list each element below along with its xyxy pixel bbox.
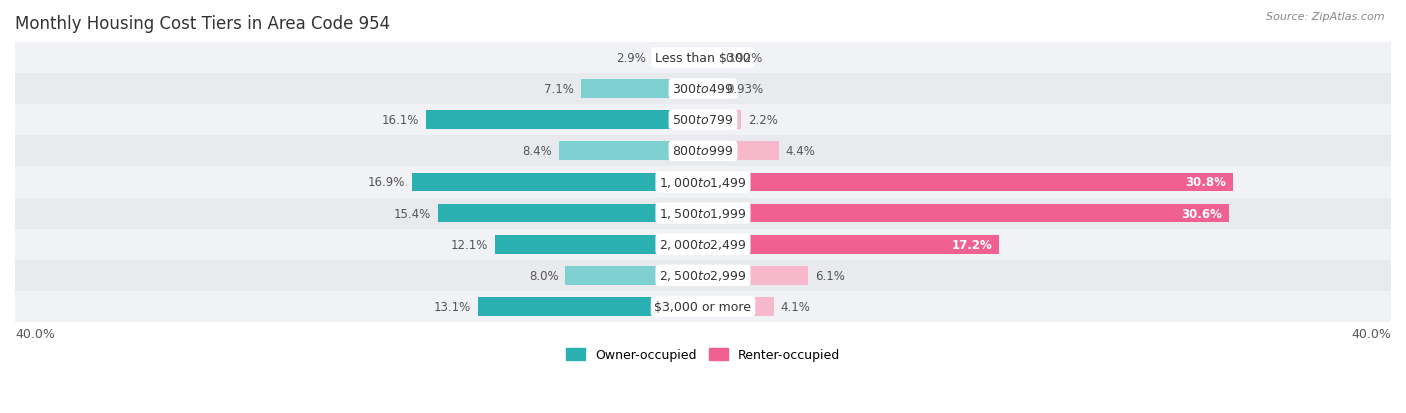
Text: 0.93%: 0.93% xyxy=(725,83,763,96)
Bar xyxy=(495,235,703,254)
Text: $1,500 to $1,999: $1,500 to $1,999 xyxy=(659,206,747,221)
Bar xyxy=(703,297,773,316)
Text: 30.6%: 30.6% xyxy=(1181,207,1222,220)
Bar xyxy=(558,142,703,161)
Bar xyxy=(703,80,718,99)
Text: $300 to $499: $300 to $499 xyxy=(672,83,734,96)
Text: 40.0%: 40.0% xyxy=(1351,327,1391,340)
Text: 2.2%: 2.2% xyxy=(748,114,778,127)
Bar xyxy=(412,173,703,192)
Text: 13.1%: 13.1% xyxy=(433,300,471,313)
Bar xyxy=(703,235,998,254)
Text: $1,000 to $1,499: $1,000 to $1,499 xyxy=(659,176,747,190)
Text: 2.9%: 2.9% xyxy=(616,52,647,65)
Text: Less than $300: Less than $300 xyxy=(655,52,751,65)
Bar xyxy=(703,266,808,285)
Bar xyxy=(15,198,1391,229)
Bar xyxy=(654,49,703,68)
Bar xyxy=(478,297,703,316)
Text: 17.2%: 17.2% xyxy=(952,238,993,251)
Text: $500 to $799: $500 to $799 xyxy=(672,114,734,127)
Bar xyxy=(15,291,1391,322)
Bar xyxy=(581,80,703,99)
Text: 7.1%: 7.1% xyxy=(544,83,574,96)
Text: 8.0%: 8.0% xyxy=(529,269,558,282)
Bar xyxy=(565,266,703,285)
Text: 15.4%: 15.4% xyxy=(394,207,432,220)
Bar xyxy=(703,204,1229,223)
Text: 30.8%: 30.8% xyxy=(1185,176,1226,189)
Bar xyxy=(426,111,703,130)
Bar xyxy=(703,111,741,130)
Legend: Owner-occupied, Renter-occupied: Owner-occupied, Renter-occupied xyxy=(561,343,845,366)
Bar xyxy=(15,136,1391,167)
Bar xyxy=(15,43,1391,74)
Text: 4.1%: 4.1% xyxy=(780,300,810,313)
Text: 4.4%: 4.4% xyxy=(786,145,815,158)
Text: 40.0%: 40.0% xyxy=(15,327,55,340)
Text: 12.1%: 12.1% xyxy=(451,238,488,251)
Text: Source: ZipAtlas.com: Source: ZipAtlas.com xyxy=(1267,12,1385,22)
Bar xyxy=(15,229,1391,260)
Bar xyxy=(15,74,1391,105)
Bar xyxy=(703,49,718,68)
Bar xyxy=(703,173,1233,192)
Text: $2,500 to $2,999: $2,500 to $2,999 xyxy=(659,269,747,282)
Text: $2,000 to $2,499: $2,000 to $2,499 xyxy=(659,237,747,252)
Bar xyxy=(703,142,779,161)
Bar xyxy=(439,204,703,223)
Text: $800 to $999: $800 to $999 xyxy=(672,145,734,158)
Text: 0.92%: 0.92% xyxy=(725,52,763,65)
Bar xyxy=(15,167,1391,198)
Text: $3,000 or more: $3,000 or more xyxy=(655,300,751,313)
Bar xyxy=(15,105,1391,136)
Text: 8.4%: 8.4% xyxy=(522,145,551,158)
Text: 16.9%: 16.9% xyxy=(368,176,405,189)
Text: 6.1%: 6.1% xyxy=(815,269,845,282)
Text: Monthly Housing Cost Tiers in Area Code 954: Monthly Housing Cost Tiers in Area Code … xyxy=(15,15,389,33)
Bar xyxy=(15,260,1391,291)
Text: 16.1%: 16.1% xyxy=(382,114,419,127)
